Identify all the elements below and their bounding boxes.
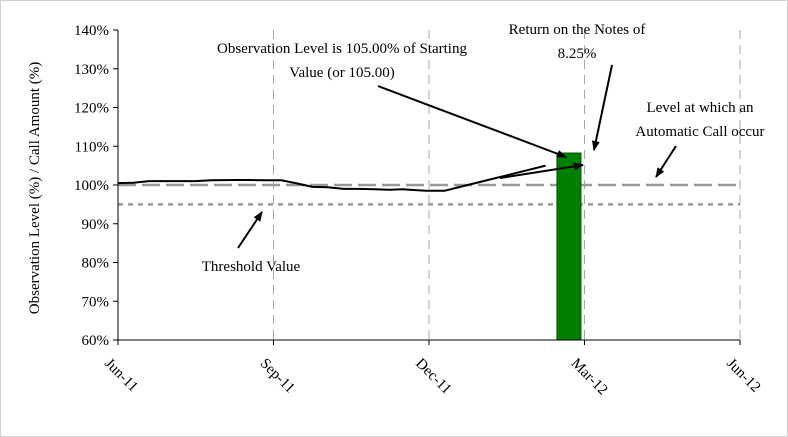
- y-tick-labels: 60% 70% 80% 90% 100% 110% 120% 130% 140%: [74, 23, 109, 349]
- y-tick-label: 90%: [82, 217, 110, 233]
- observation-line: [117, 164, 546, 192]
- observation-annotation-text: Value (or 105.00): [289, 65, 394, 81]
- reference-lines: [118, 183, 740, 206]
- y-tick-label: 140%: [74, 23, 109, 39]
- y-tick-label: 130%: [74, 62, 109, 78]
- threshold-arrow: [237, 211, 263, 249]
- return-bar: [556, 152, 582, 341]
- call-level-annotation-text: Automatic Call occur: [635, 124, 764, 140]
- bar-layer: [556, 152, 582, 341]
- threshold-annotation-text: Threshold Value: [202, 259, 301, 275]
- y-tick-label: 70%: [82, 294, 110, 310]
- y-tick-label: 100%: [74, 178, 109, 194]
- annotations: Observation Level is 105.00% of Starting…: [202, 22, 765, 275]
- y-axis-label: Observation Level (%) / Call Amount (%): [27, 62, 43, 314]
- observation-annotation-text: Observation Level is 105.00% of Starting: [217, 41, 467, 57]
- observation-arrow: [377, 85, 567, 158]
- y-tick-label: 110%: [75, 139, 109, 155]
- return-annotation-text: Return on the Notes of: [509, 22, 646, 38]
- return-arrow: [591, 64, 613, 151]
- observation-arrow-2: [499, 162, 584, 179]
- axes: [113, 29, 741, 345]
- y-tick-label: 80%: [82, 256, 110, 272]
- call-level-annotation-text: Level at which an: [646, 100, 754, 116]
- y-tick-label: 120%: [74, 101, 109, 117]
- y-tick-label: 60%: [82, 333, 110, 349]
- call-level-arrow: [655, 145, 677, 178]
- line-layer: [117, 164, 546, 192]
- return-annotation-text: 8.25%: [558, 46, 597, 62]
